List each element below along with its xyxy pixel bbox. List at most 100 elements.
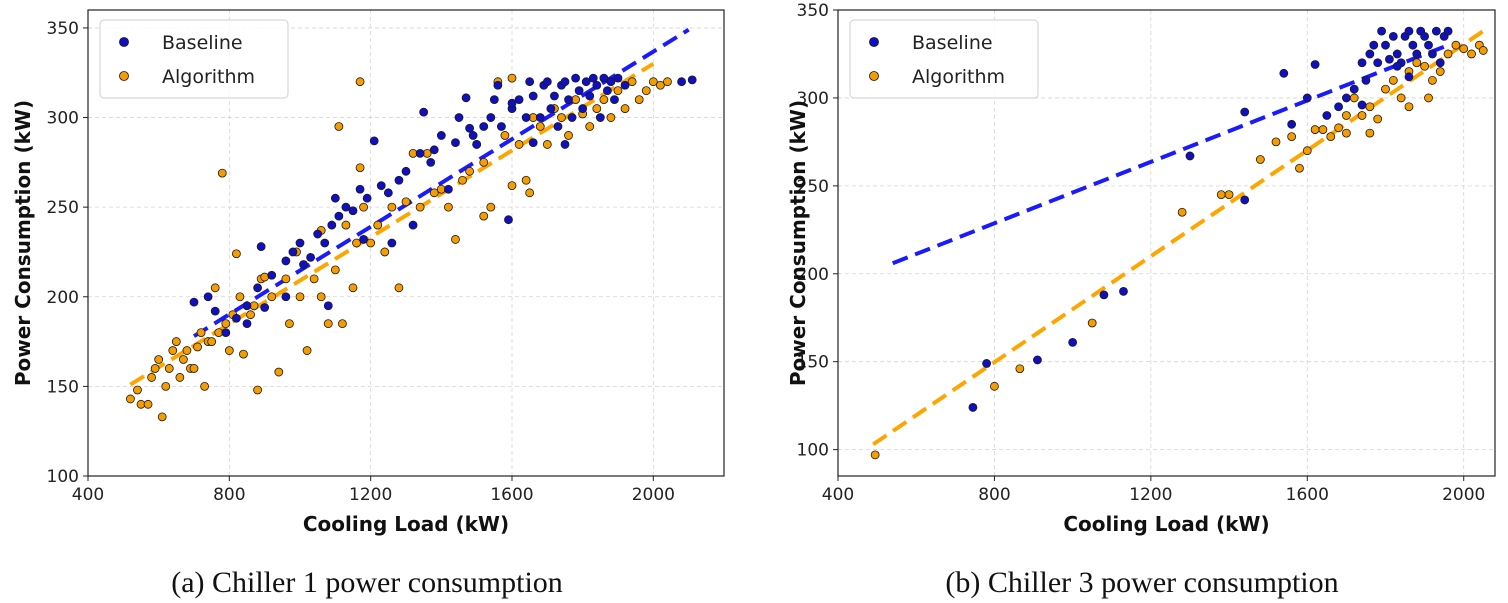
point-algorithm bbox=[663, 77, 672, 87]
legend-box-a bbox=[99, 19, 289, 99]
point-algorithm bbox=[1287, 132, 1297, 142]
point-baseline bbox=[394, 175, 404, 185]
x-tick-label: 1600 bbox=[1286, 485, 1329, 505]
point-algorithm bbox=[387, 202, 397, 212]
point-baseline bbox=[299, 260, 308, 269]
point-algorithm bbox=[1412, 58, 1422, 68]
point-baseline bbox=[415, 148, 425, 158]
point-baseline bbox=[1408, 40, 1418, 50]
point-algorithm bbox=[373, 220, 383, 230]
point-baseline bbox=[429, 145, 439, 155]
point-baseline bbox=[489, 95, 499, 105]
point-algorithm bbox=[542, 140, 552, 149]
point-baseline bbox=[546, 104, 556, 113]
point-baseline bbox=[1428, 49, 1437, 59]
point-algorithm bbox=[599, 95, 609, 105]
x-axis-label-a: Cooling Load (kW) bbox=[303, 512, 509, 536]
point-algorithm bbox=[133, 385, 142, 395]
point-algorithm bbox=[150, 364, 160, 373]
point-algorithm bbox=[178, 355, 188, 364]
point-baseline bbox=[1377, 26, 1386, 36]
point-baseline bbox=[1322, 111, 1332, 120]
point-baseline bbox=[521, 113, 531, 122]
point-algorithm bbox=[1459, 44, 1469, 54]
point-algorithm bbox=[1443, 49, 1453, 59]
point-algorithm bbox=[235, 292, 245, 302]
point-baseline bbox=[542, 77, 552, 87]
point-baseline bbox=[472, 140, 482, 149]
point-algorithm bbox=[564, 131, 573, 140]
point-baseline bbox=[1385, 54, 1394, 64]
point-algorithm bbox=[486, 202, 496, 212]
point-algorithm bbox=[196, 328, 206, 338]
point-algorithm bbox=[189, 364, 199, 373]
point-baseline bbox=[1357, 58, 1367, 68]
point-baseline bbox=[1119, 286, 1128, 296]
x-axis-label-b: Cooling Load (kW) bbox=[1063, 512, 1269, 536]
y-tick-label: 100 bbox=[797, 441, 829, 461]
point-baseline bbox=[1392, 61, 1402, 71]
x-ticks-b: 400 800 1200 1600 2000 bbox=[822, 476, 1485, 505]
point-algorithm bbox=[521, 175, 531, 185]
point-baseline bbox=[468, 131, 478, 140]
point-algorithm bbox=[1087, 318, 1097, 328]
x-tick-label: 1200 bbox=[1129, 485, 1172, 505]
point-baseline bbox=[496, 122, 506, 131]
point-algorithm bbox=[267, 292, 277, 302]
point-algorithm bbox=[1428, 75, 1437, 85]
legend-label-algorithm-b: Algorithm bbox=[912, 66, 1005, 88]
point-baseline bbox=[1341, 93, 1351, 103]
point-baseline bbox=[514, 95, 524, 105]
point-baseline bbox=[1412, 49, 1422, 59]
point-baseline bbox=[281, 256, 291, 266]
point-algorithm bbox=[224, 346, 234, 355]
point-baseline bbox=[359, 235, 369, 244]
y-ticks-b: 100 150 200 250 300 350 bbox=[797, 1, 838, 461]
legend-a: Baseline Algorithm bbox=[99, 19, 289, 99]
point-algorithm bbox=[171, 337, 181, 346]
point-baseline bbox=[610, 95, 619, 105]
point-baseline bbox=[256, 242, 266, 251]
point-baseline bbox=[1424, 40, 1433, 50]
point-algorithm bbox=[557, 113, 566, 122]
point-algorithm bbox=[182, 346, 192, 355]
point-algorithm bbox=[1334, 123, 1343, 133]
point-algorithm bbox=[1435, 67, 1445, 76]
point-algorithm bbox=[1357, 111, 1367, 120]
point-algorithm bbox=[458, 175, 467, 185]
point-algorithm bbox=[1255, 155, 1265, 164]
y-tick-label: 200 bbox=[47, 288, 79, 308]
y-tick-label: 250 bbox=[47, 198, 79, 218]
y-tick-label: 100 bbox=[47, 467, 79, 487]
point-baseline bbox=[327, 220, 337, 230]
x-tick-label: 2000 bbox=[632, 485, 675, 505]
fit-lines-b bbox=[872, 29, 1485, 447]
point-algorithm bbox=[1216, 190, 1226, 200]
point-baseline bbox=[306, 252, 316, 262]
point-baseline bbox=[599, 73, 609, 83]
point-algorithm bbox=[535, 122, 545, 131]
point-algorithm bbox=[634, 95, 644, 105]
point-baseline bbox=[1334, 102, 1343, 112]
point-baseline bbox=[189, 297, 199, 307]
point-baseline bbox=[281, 292, 291, 302]
point-algorithm bbox=[341, 220, 351, 230]
y-tick-label: 350 bbox=[797, 1, 829, 21]
point-baseline bbox=[330, 193, 340, 203]
point-baseline bbox=[253, 283, 263, 293]
point-baseline bbox=[1185, 151, 1195, 161]
y-ticks-a: 100 150 200 250 300 350 bbox=[47, 19, 88, 487]
point-algorithm bbox=[1404, 102, 1414, 112]
point-algorithm bbox=[1326, 132, 1336, 142]
point-algorithm bbox=[870, 450, 880, 460]
legend-marker-algorithm-b bbox=[869, 71, 879, 81]
point-algorithm bbox=[366, 238, 376, 248]
point-baseline bbox=[553, 122, 563, 131]
point-baseline bbox=[567, 113, 577, 122]
point-algorithm bbox=[125, 394, 135, 404]
point-baseline bbox=[560, 77, 570, 87]
x-ticks-a: 400 800 1200 1600 2000 bbox=[72, 476, 675, 505]
point-algorithm bbox=[217, 168, 227, 178]
point-baseline bbox=[595, 113, 605, 122]
point-baseline bbox=[341, 202, 351, 212]
